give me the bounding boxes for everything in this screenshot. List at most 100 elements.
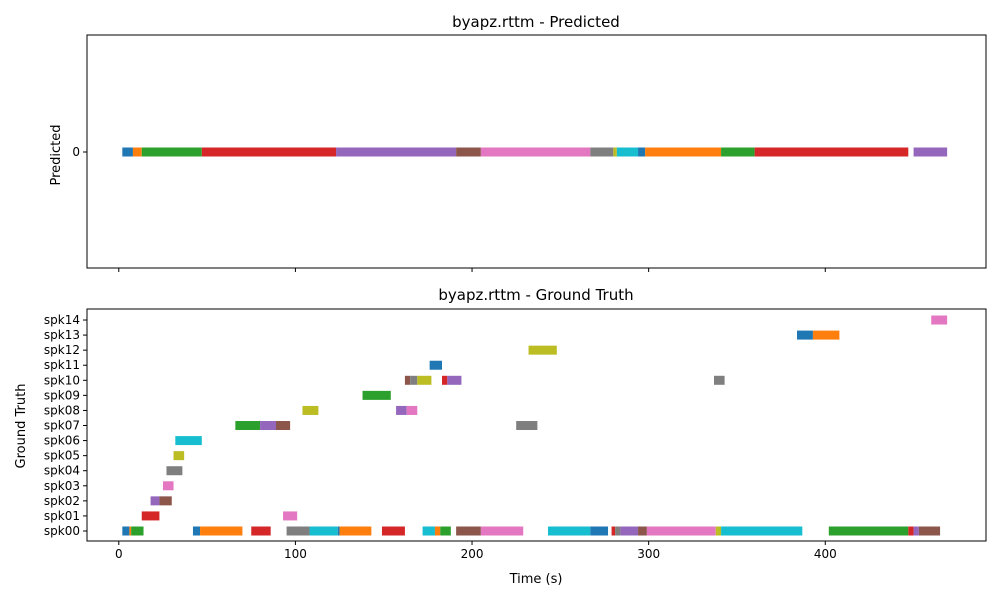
segment-bar	[447, 375, 462, 385]
segment-bar	[721, 526, 803, 536]
segment-bar	[362, 390, 391, 400]
segment-bar	[528, 345, 557, 355]
segment-bar	[275, 421, 291, 431]
segment-bar	[442, 375, 448, 385]
segment-bar	[396, 405, 407, 415]
y-tick-label: spk07	[44, 419, 80, 433]
predicted-subplot: byapz.rttm - Predicted Predicted 0	[49, 13, 987, 272]
segment-bar	[410, 375, 418, 385]
y-tick-label: spk05	[44, 449, 80, 463]
segment-bar	[440, 526, 451, 536]
segment-bar	[918, 526, 941, 536]
ground-truth-subplot: byapz.rttm - Ground Truth Ground Truth T…	[14, 286, 987, 587]
segment-bar	[260, 421, 276, 431]
segment-bar	[309, 526, 338, 536]
y-tick-label: spk04	[44, 464, 80, 478]
segment-bar	[828, 526, 909, 536]
segment-bar	[456, 526, 481, 536]
segment-bar	[721, 147, 755, 157]
segment-bar	[131, 526, 144, 536]
segment-bar	[908, 526, 914, 536]
segment-bar	[611, 526, 616, 536]
segment-bar	[283, 511, 298, 521]
segment-bar	[480, 147, 591, 157]
segment-bar	[159, 496, 172, 506]
segment-bar	[480, 526, 524, 536]
y-tick-label: spk02	[44, 494, 80, 508]
segment-bar	[251, 526, 271, 536]
y-tick-label: spk12	[44, 343, 80, 357]
segment-bar	[590, 526, 609, 536]
y-tick-label: spk03	[44, 479, 80, 493]
ground-truth-title: byapz.rttm - Ground Truth	[438, 286, 633, 304]
y-tick-label: spk09	[44, 388, 80, 402]
segment-bar	[645, 147, 722, 157]
y-tick-label: spk10	[44, 373, 80, 387]
x-tick-label: 300	[637, 547, 660, 561]
segment-bar	[797, 330, 813, 340]
segment-bar	[404, 375, 411, 385]
segment-bar	[200, 526, 243, 536]
y-tick-label: spk11	[44, 358, 80, 372]
predicted-axes-frame	[86, 34, 987, 269]
segment-bar	[422, 526, 435, 536]
segment-bar	[339, 526, 372, 536]
segment-bar	[286, 526, 310, 536]
segment-bar	[516, 421, 538, 431]
segment-bar	[337, 526, 340, 536]
segment-bar	[812, 330, 840, 340]
x-tick-label: 400	[814, 547, 837, 561]
segment-bar	[715, 526, 722, 536]
segment-bar	[616, 147, 639, 157]
x-tick-label: 100	[284, 547, 307, 561]
y-tick-label: spk13	[44, 328, 80, 342]
segment-bar	[201, 147, 337, 157]
y-tick-label: spk00	[44, 524, 80, 538]
segment-bar	[122, 147, 133, 157]
x-tick-label: 200	[461, 547, 484, 561]
segment-bar	[166, 466, 183, 476]
segment-bar	[141, 147, 202, 157]
segment-bar	[434, 526, 441, 536]
segment-bar	[547, 526, 591, 536]
segment-bar	[122, 526, 130, 536]
segment-bar	[638, 147, 646, 157]
segment-bar	[913, 526, 919, 536]
x-tick-label: 0	[115, 547, 123, 561]
segment-bar	[141, 511, 160, 521]
segment-bar	[175, 436, 202, 446]
segment-bar	[132, 147, 142, 157]
y-tick-label: spk06	[44, 434, 80, 448]
segment-bar	[417, 375, 432, 385]
segment-bar	[913, 147, 948, 157]
segment-bar	[162, 481, 174, 491]
y-tick-label: spk08	[44, 403, 80, 417]
ground-truth-ylabel: Ground Truth	[14, 384, 29, 469]
segment-bar	[931, 315, 948, 325]
predicted-ylabel: Predicted	[49, 124, 64, 185]
segment-bar	[754, 147, 909, 157]
segment-bar	[590, 147, 614, 157]
x-axis-label: Time (s)	[509, 572, 563, 587]
segment-bar	[336, 147, 457, 157]
predicted-title: byapz.rttm - Predicted	[452, 13, 620, 31]
segment-bar	[714, 375, 725, 385]
segment-bar	[150, 496, 160, 506]
segment-bar	[381, 526, 405, 536]
y-tick-label: spk01	[44, 509, 80, 523]
segment-bar	[429, 360, 443, 370]
segment-bar	[192, 526, 201, 536]
segment-bar	[173, 451, 185, 461]
segment-bar	[456, 147, 481, 157]
segment-bar	[638, 526, 647, 536]
segment-bar	[615, 526, 621, 536]
segment-bar	[302, 405, 319, 415]
segment-bar	[129, 526, 132, 536]
segment-bar	[613, 147, 617, 157]
segment-bar	[406, 405, 418, 415]
ground-truth-axes-frame	[86, 308, 987, 542]
segment-bar	[235, 421, 261, 431]
segment-bar	[646, 526, 716, 536]
y-tick-label: 0	[72, 145, 80, 159]
segment-bar	[620, 526, 639, 536]
